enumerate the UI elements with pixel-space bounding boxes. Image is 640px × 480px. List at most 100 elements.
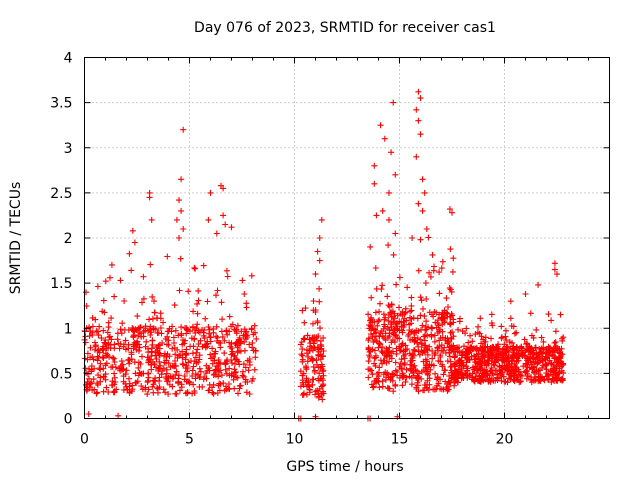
data-point (96, 349, 103, 356)
data-point (399, 329, 406, 336)
data-point (184, 368, 190, 375)
data-point (372, 265, 379, 271)
data-point (438, 342, 445, 349)
data-point (146, 326, 153, 333)
data-point (206, 330, 212, 337)
data-point (223, 328, 230, 335)
data-point (299, 379, 306, 386)
data-point (120, 366, 126, 373)
data-point (450, 316, 457, 323)
data-point (245, 367, 252, 374)
data-point (365, 335, 372, 342)
data-point (386, 216, 392, 223)
data-point (148, 216, 155, 223)
data-point (429, 325, 436, 332)
data-point (221, 337, 228, 344)
data-point (299, 346, 306, 353)
data-point (422, 280, 429, 286)
data-point (149, 359, 156, 365)
data-point (510, 370, 517, 377)
y-tick-label: 3 (64, 141, 73, 157)
data-point (389, 337, 396, 344)
data-point (206, 387, 213, 394)
data-point (175, 378, 182, 385)
data-point (482, 334, 489, 341)
data-point (392, 171, 399, 178)
data-point (413, 384, 420, 391)
data-point (384, 293, 391, 300)
data-point (117, 363, 124, 370)
data-point (164, 328, 171, 335)
data-point (153, 344, 160, 350)
data-point (318, 375, 325, 382)
data-point (204, 338, 211, 345)
data-point (107, 274, 113, 281)
data-point (439, 363, 446, 370)
data-point (184, 390, 191, 397)
data-point (379, 378, 386, 385)
data-point (122, 380, 129, 387)
data-point (551, 260, 558, 267)
data-point (309, 376, 316, 383)
data-point (309, 381, 316, 388)
data-point (557, 311, 564, 318)
data-point (437, 326, 443, 333)
data-point (422, 381, 429, 388)
data-point (438, 265, 445, 272)
data-point (117, 326, 124, 333)
data-point (157, 315, 164, 322)
data-point (251, 322, 258, 329)
data-point (319, 396, 326, 403)
data-point (454, 368, 461, 375)
data-point (426, 269, 433, 276)
data-point (463, 325, 470, 332)
data-point (83, 289, 89, 296)
data-point (197, 337, 204, 344)
data-point (409, 235, 416, 241)
data-point (243, 328, 250, 335)
data-point (507, 298, 514, 305)
data-point (236, 336, 243, 343)
data-point (444, 314, 451, 320)
data-point (417, 236, 424, 243)
data-point (106, 334, 113, 341)
data-point (172, 351, 179, 358)
data-point (212, 367, 219, 374)
data-point (533, 326, 540, 333)
data-point (135, 364, 142, 371)
data-point (488, 357, 495, 364)
data-point (555, 370, 562, 377)
data-point (379, 344, 386, 351)
data-point (407, 308, 414, 315)
data-point (303, 346, 310, 353)
data-point (310, 363, 317, 370)
data-point (393, 332, 400, 339)
data-point (107, 333, 113, 340)
data-points (81, 88, 567, 422)
data-point (182, 337, 188, 344)
data-point (187, 328, 193, 335)
data-point (447, 246, 454, 253)
data-point (384, 348, 391, 355)
data-point (134, 313, 141, 320)
data-point (548, 367, 555, 374)
data-point (385, 242, 392, 249)
data-point (546, 345, 552, 352)
data-point (128, 349, 135, 356)
data-point (181, 373, 188, 379)
data-point (368, 381, 375, 388)
data-point (388, 355, 395, 362)
data-point (116, 345, 123, 352)
data-point (231, 385, 238, 392)
data-point (408, 307, 415, 314)
data-point (488, 311, 495, 318)
data-point (160, 386, 167, 393)
data-point (511, 361, 518, 368)
data-point (303, 366, 310, 373)
data-point (316, 235, 323, 241)
data-point (401, 360, 408, 367)
data-point (95, 347, 102, 353)
data-point (418, 340, 425, 347)
data-point (449, 268, 456, 275)
data-point (144, 391, 151, 398)
